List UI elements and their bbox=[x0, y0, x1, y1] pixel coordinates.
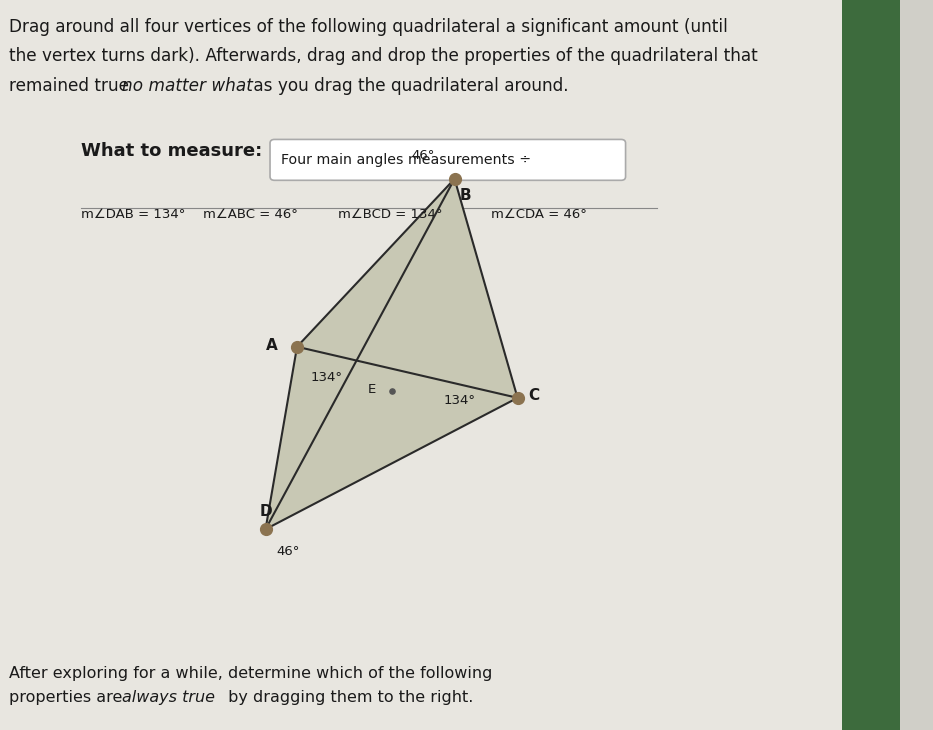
Point bbox=[258, 523, 273, 535]
Text: C: C bbox=[528, 388, 539, 403]
Text: Drag around all four vertices of the following quadrilateral a significant amoun: Drag around all four vertices of the fol… bbox=[9, 18, 728, 36]
Text: m∠CDA = 46°: m∠CDA = 46° bbox=[491, 208, 587, 221]
Text: always true: always true bbox=[122, 690, 216, 705]
FancyBboxPatch shape bbox=[270, 139, 625, 180]
Text: 134°: 134° bbox=[311, 371, 342, 384]
FancyBboxPatch shape bbox=[0, 0, 900, 730]
Text: Four main angles measurements ÷: Four main angles measurements ÷ bbox=[281, 153, 531, 167]
Polygon shape bbox=[266, 179, 518, 529]
Text: remained true: remained true bbox=[9, 77, 134, 95]
Text: the vertex turns dark). Afterwards, drag and drop the properties of the quadrila: the vertex turns dark). Afterwards, drag… bbox=[9, 47, 758, 66]
Text: 134°: 134° bbox=[444, 394, 476, 407]
Point bbox=[289, 341, 304, 353]
Text: D: D bbox=[259, 504, 272, 519]
Text: B: B bbox=[460, 188, 471, 203]
Text: 46°: 46° bbox=[411, 149, 435, 162]
Point bbox=[510, 392, 525, 404]
Text: m∠BCD = 134°: m∠BCD = 134° bbox=[338, 208, 442, 221]
Text: m∠DAB = 134°: m∠DAB = 134° bbox=[81, 208, 186, 221]
Text: 46°: 46° bbox=[276, 545, 299, 558]
Text: properties are: properties are bbox=[9, 690, 128, 705]
FancyBboxPatch shape bbox=[842, 0, 900, 730]
Point bbox=[447, 173, 462, 185]
Point bbox=[384, 385, 399, 396]
Text: no matter what: no matter what bbox=[121, 77, 253, 95]
Text: A: A bbox=[266, 338, 278, 353]
Text: After exploring for a while, determine which of the following: After exploring for a while, determine w… bbox=[9, 666, 493, 681]
Text: What to measure:: What to measure: bbox=[81, 142, 262, 161]
Text: m∠ABC = 46°: m∠ABC = 46° bbox=[202, 208, 298, 221]
Text: by dragging them to the right.: by dragging them to the right. bbox=[223, 690, 474, 705]
Text: as you drag the quadrilateral around.: as you drag the quadrilateral around. bbox=[247, 77, 568, 95]
Text: E: E bbox=[368, 383, 376, 396]
